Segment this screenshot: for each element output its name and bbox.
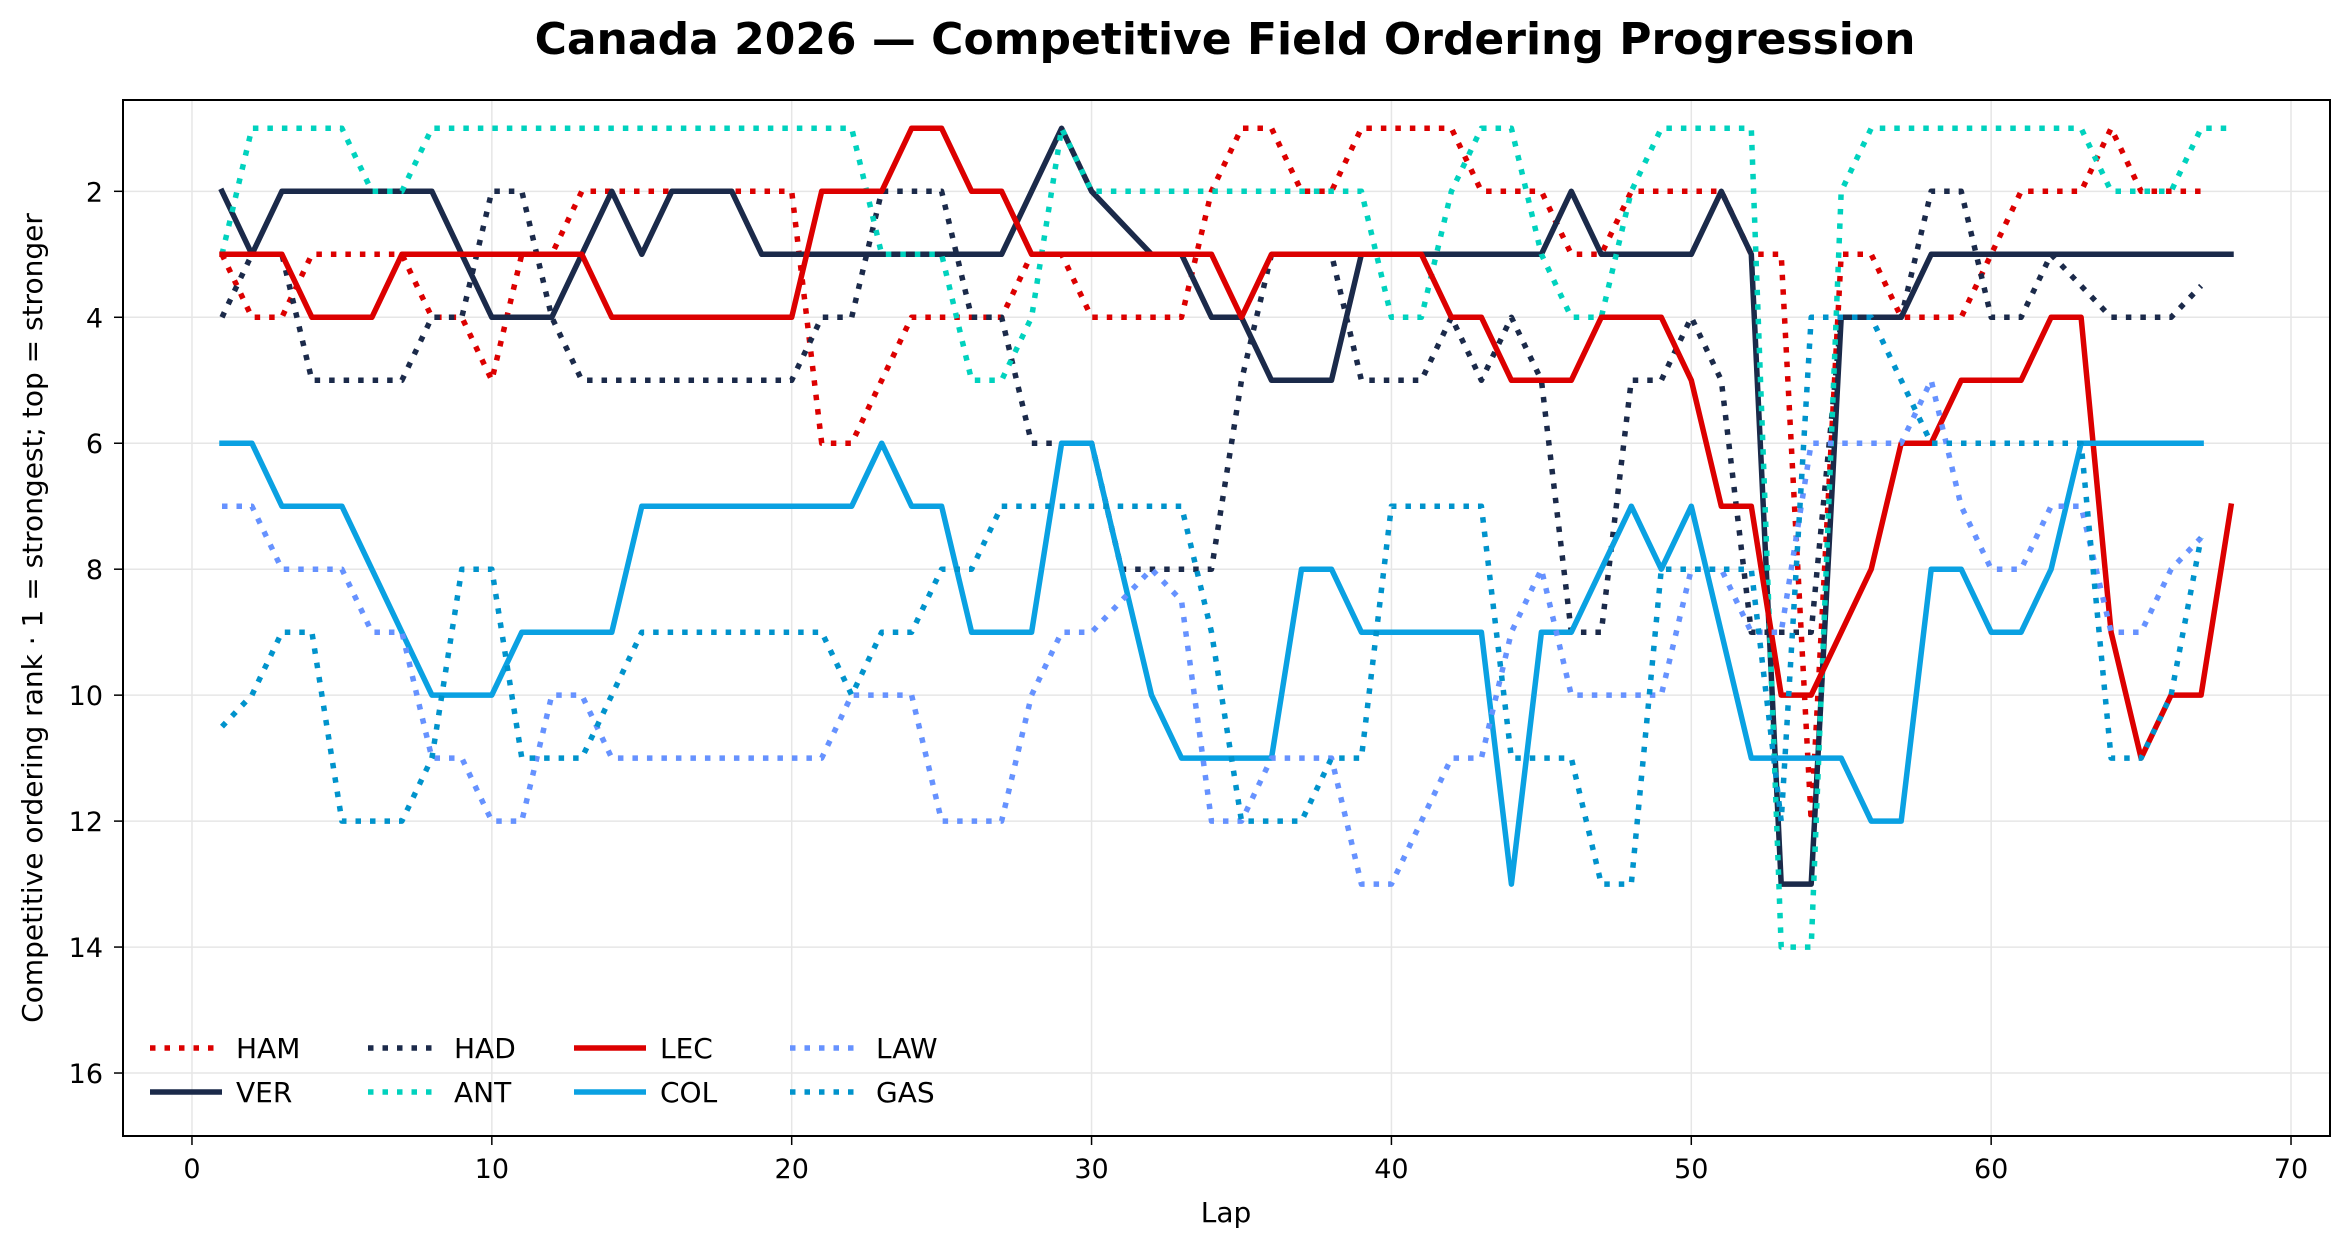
legend-label-had: HAD (454, 1032, 516, 1065)
series-line-gas (220, 314, 2204, 887)
y-tick-label: 8 (86, 555, 103, 586)
y-axis-label: Competitive ordering rank · 1 = stronges… (16, 213, 49, 1023)
legend-label-lec: LEC (660, 1032, 713, 1065)
y-tick-label: 12 (69, 807, 103, 838)
y-tick-label: 4 (86, 303, 103, 334)
legend-label-law: LAW (876, 1032, 938, 1065)
legend-label-ver: VER (236, 1076, 292, 1109)
chart-title: Canada 2026 — Competitive Field Ordering… (535, 14, 1916, 65)
x-tick-label: 10 (475, 1154, 509, 1185)
x-axis-label: Lap (1201, 1196, 1252, 1229)
axis-ticks: 0 10 20 30 40 50 60 70 2 4 6 8 10 12 14 16 (69, 177, 2309, 1185)
series-line-ham (219, 125, 2202, 824)
y-tick-label: 14 (69, 933, 103, 964)
legend: HAM VER HAD ANT LEC COL LAW GAS (150, 1032, 938, 1109)
y-tick-label: 2 (86, 177, 103, 208)
y-tick-label: 16 (69, 1059, 103, 1090)
legend-label-ham: HAM (236, 1032, 300, 1065)
x-tick-label: 40 (1374, 1154, 1408, 1185)
x-tick-label: 70 (2274, 1154, 2308, 1185)
plot-frame (122, 99, 2331, 1137)
x-tick-label: 20 (775, 1154, 809, 1185)
legend-label-gas: GAS (876, 1076, 935, 1109)
series-line-col (219, 440, 2204, 887)
series-line-law (222, 377, 2204, 887)
series-lines (218, 125, 2235, 950)
x-tick-label: 30 (1074, 1154, 1108, 1185)
x-tick-label: 0 (183, 1154, 200, 1185)
y-tick-label: 6 (86, 429, 103, 460)
y-tick-label: 10 (69, 681, 103, 712)
legend-label-ant: ANT (454, 1076, 512, 1109)
x-tick-label: 50 (1674, 1154, 1708, 1185)
series-line-ant (219, 125, 2231, 950)
series-line-ver (218, 125, 2234, 887)
x-tick-label: 60 (1974, 1154, 2008, 1185)
legend-label-col: COL (660, 1076, 718, 1109)
series-line-lec (219, 125, 2235, 761)
